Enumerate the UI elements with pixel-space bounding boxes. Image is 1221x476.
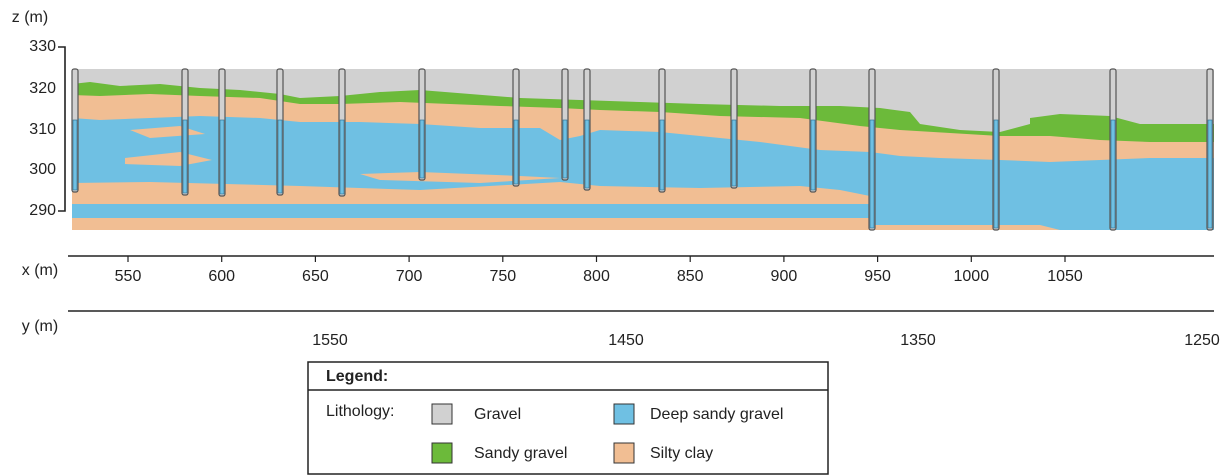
borehole-screen: [514, 120, 518, 184]
borehole-screen: [340, 120, 344, 194]
legend-label: Gravel: [474, 406, 521, 423]
x-tick-label: 900: [771, 268, 798, 285]
z-axis-label: z (m): [12, 9, 48, 26]
legend: Legend: Lithology: Gravel Sandy gravel Dee…: [308, 362, 828, 474]
x-tick-label: 650: [302, 268, 329, 285]
x-tick-label: 950: [864, 268, 891, 285]
borehole-screen: [420, 120, 424, 178]
x-tick-label: 600: [208, 268, 235, 285]
x-tick-label: 750: [489, 268, 516, 285]
z-tick-label: 300: [29, 161, 56, 178]
legend-title: Legend:: [326, 368, 388, 385]
legend-group-label: Lithology:: [326, 403, 395, 420]
silty-clay-lens: [870, 225, 1060, 230]
borehole-screen: [994, 120, 998, 228]
x-tick-label: 550: [115, 268, 142, 285]
legend-swatch: [432, 443, 452, 463]
y-tick-label: 1550: [312, 332, 348, 349]
z-axis: [58, 47, 65, 211]
borehole-screen: [220, 120, 224, 194]
borehole-screen: [1111, 120, 1115, 228]
y-tick-label: 1250: [1184, 332, 1220, 349]
borehole-screen: [660, 120, 664, 190]
z-tick-label: 330: [29, 38, 56, 55]
borehole-screen: [278, 120, 282, 193]
page: {"axes": { "z": {"label": "z (m)", "tick…: [0, 0, 1221, 476]
cross-section: [72, 69, 1214, 230]
y-tick-label: 1350: [900, 332, 936, 349]
legend-swatch: [432, 404, 452, 424]
legend-label: Deep sandy gravel: [650, 406, 783, 423]
legend-swatch: [614, 443, 634, 463]
legend-label: Sandy gravel: [474, 445, 567, 462]
borehole-screen: [563, 120, 567, 178]
z-tick-label: 320: [29, 80, 56, 97]
x-tick-label: 850: [677, 268, 704, 285]
borehole-screen: [870, 120, 874, 228]
x-tick-label: 700: [396, 268, 423, 285]
x-axis-label: x (m): [22, 262, 58, 279]
legend-label: Silty clay: [650, 445, 713, 462]
legend-swatch: [614, 404, 634, 424]
z-tick-label: 290: [29, 202, 56, 219]
borehole-screen: [1208, 120, 1212, 228]
x-tick-label: 1050: [1047, 268, 1083, 285]
x-tick-label: 1000: [954, 268, 990, 285]
x-tick-label: 800: [583, 268, 610, 285]
borehole-screen: [183, 120, 187, 193]
borehole-screen: [732, 120, 736, 186]
borehole-screen: [585, 120, 589, 188]
z-tick-label: 310: [29, 121, 56, 138]
y-tick-label: 1450: [608, 332, 644, 349]
y-axis-label: y (m): [22, 318, 58, 335]
borehole-screen: [73, 120, 77, 190]
borehole-screen: [811, 120, 815, 190]
cross-section-figure: z (m) x (m) y (m) 330 320 310 300 290 550 600 6…: [0, 0, 1221, 476]
